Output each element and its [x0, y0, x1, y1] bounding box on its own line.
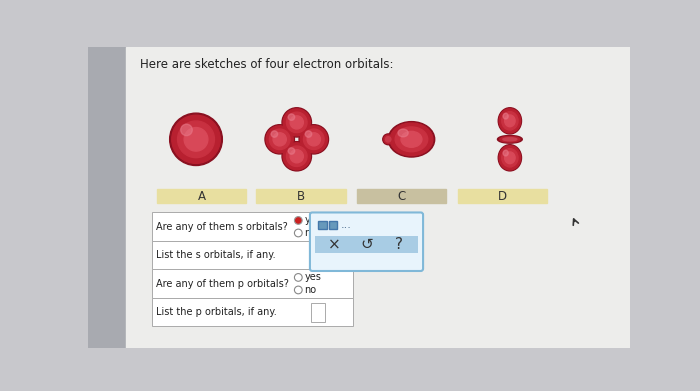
Ellipse shape: [505, 152, 515, 164]
Ellipse shape: [307, 133, 321, 146]
Bar: [256, 189, 346, 203]
Ellipse shape: [288, 148, 295, 154]
Circle shape: [295, 286, 302, 294]
Ellipse shape: [172, 115, 220, 163]
Ellipse shape: [398, 129, 408, 137]
Bar: [318, 221, 327, 230]
Ellipse shape: [284, 109, 310, 136]
Bar: [152, 269, 354, 298]
Ellipse shape: [282, 108, 312, 137]
Ellipse shape: [290, 116, 303, 129]
Text: ↺: ↺: [360, 237, 373, 252]
Text: ×: ×: [328, 237, 340, 252]
Text: B: B: [297, 190, 305, 203]
Circle shape: [295, 274, 302, 281]
Text: D: D: [498, 190, 507, 203]
Ellipse shape: [499, 146, 521, 170]
Ellipse shape: [286, 146, 307, 167]
Text: A: A: [198, 190, 206, 203]
Text: no: no: [304, 285, 316, 295]
Ellipse shape: [500, 136, 520, 142]
Ellipse shape: [270, 129, 290, 150]
Bar: [315, 236, 418, 253]
Ellipse shape: [290, 150, 303, 163]
Ellipse shape: [273, 133, 286, 146]
Ellipse shape: [271, 131, 278, 137]
Ellipse shape: [178, 121, 214, 158]
Text: yes: yes: [304, 273, 321, 282]
Bar: [88, 47, 126, 348]
Bar: [152, 298, 354, 326]
FancyBboxPatch shape: [310, 212, 423, 271]
Text: List the s orbitals, if any.: List the s orbitals, if any.: [157, 250, 276, 260]
Ellipse shape: [169, 113, 223, 165]
Bar: [152, 241, 354, 269]
Ellipse shape: [304, 129, 324, 150]
Bar: [158, 189, 246, 203]
Ellipse shape: [305, 131, 312, 137]
Ellipse shape: [300, 126, 328, 153]
Ellipse shape: [299, 125, 328, 154]
Ellipse shape: [503, 150, 508, 156]
Ellipse shape: [265, 125, 295, 154]
Text: yes: yes: [304, 215, 321, 226]
Ellipse shape: [498, 108, 522, 134]
Bar: [458, 189, 547, 203]
Ellipse shape: [284, 143, 310, 170]
Ellipse shape: [390, 123, 433, 156]
Ellipse shape: [386, 136, 391, 142]
Ellipse shape: [503, 138, 517, 141]
Ellipse shape: [503, 113, 508, 119]
Bar: [328, 221, 337, 230]
Ellipse shape: [502, 112, 518, 130]
Ellipse shape: [389, 122, 435, 157]
Text: ...: ...: [341, 220, 352, 230]
Text: Here are sketches of four electron orbitals:: Here are sketches of four electron orbit…: [140, 58, 393, 71]
Ellipse shape: [395, 127, 428, 152]
Bar: [152, 212, 354, 241]
Ellipse shape: [282, 142, 312, 171]
Text: Are any of them p orbitals?: Are any of them p orbitals?: [157, 279, 289, 289]
Text: ?: ?: [395, 237, 403, 252]
Ellipse shape: [505, 115, 515, 127]
Ellipse shape: [502, 149, 518, 167]
Ellipse shape: [499, 109, 521, 133]
Circle shape: [295, 229, 302, 237]
Text: Are any of them s orbitals?: Are any of them s orbitals?: [157, 222, 288, 232]
Circle shape: [295, 217, 302, 224]
Ellipse shape: [383, 134, 393, 145]
Ellipse shape: [184, 127, 208, 151]
Ellipse shape: [498, 145, 522, 171]
Ellipse shape: [286, 112, 307, 133]
Text: C: C: [316, 250, 324, 260]
Ellipse shape: [288, 114, 295, 120]
Ellipse shape: [384, 135, 393, 143]
Text: C: C: [398, 190, 406, 203]
Bar: [311, 303, 325, 322]
Ellipse shape: [498, 135, 522, 143]
Bar: [357, 189, 447, 203]
Ellipse shape: [266, 126, 293, 153]
Ellipse shape: [181, 124, 192, 136]
Text: List the p orbitals, if any.: List the p orbitals, if any.: [157, 307, 277, 317]
Ellipse shape: [401, 131, 422, 147]
Text: no: no: [304, 228, 316, 238]
